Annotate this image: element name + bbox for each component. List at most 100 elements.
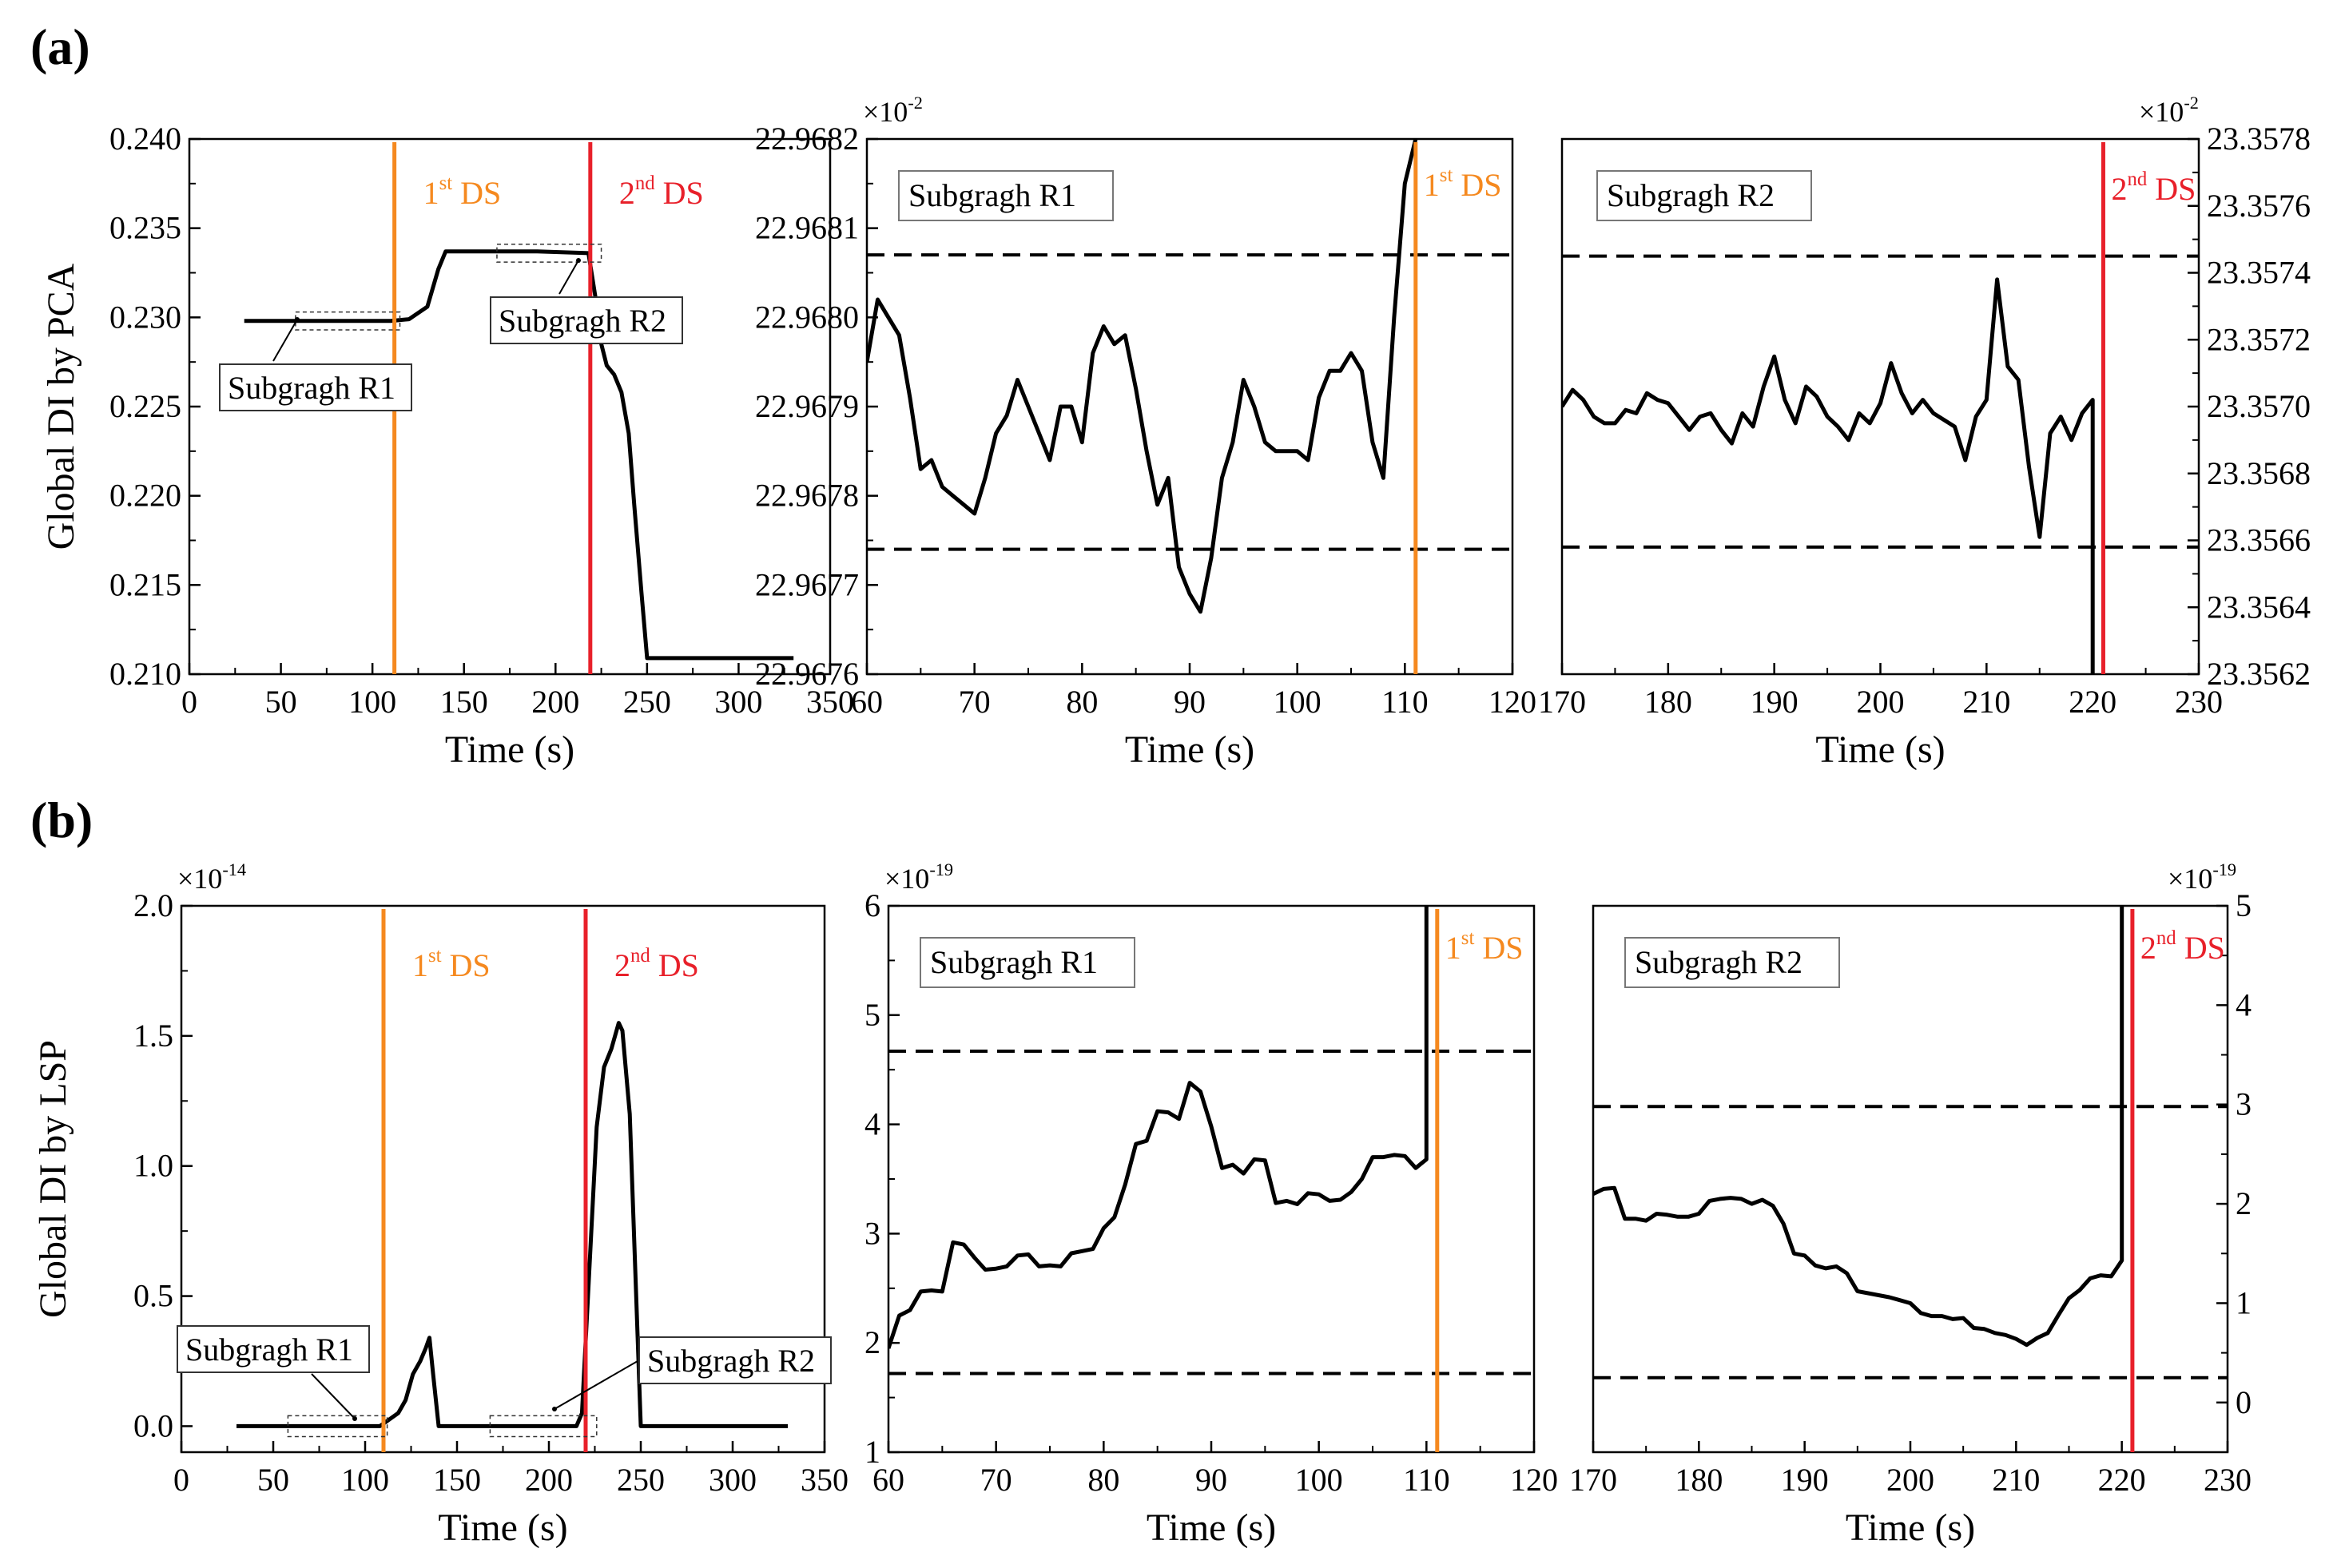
y-tick-label: 2 xyxy=(2236,1185,2252,1221)
x-axis-label: Time (s) xyxy=(445,728,574,771)
y-tick-label: 23.3570 xyxy=(2207,388,2311,424)
subgraph-region-box xyxy=(496,244,602,263)
y-tick-label: 23.3578 xyxy=(2207,121,2311,157)
ds-label-base: 1 xyxy=(1445,930,1461,966)
subgraph-region-box xyxy=(295,311,401,331)
subgraph-title-box xyxy=(1596,170,1812,221)
x-tick-label: 190 xyxy=(1781,1462,1829,1498)
y-tick-label: 0.240 xyxy=(109,121,181,157)
ds-label-base: 2 xyxy=(2140,930,2156,966)
subgraph-callout-label: Subgragh R2 xyxy=(647,1343,815,1379)
y-tick-label: 0.230 xyxy=(109,299,181,335)
x-tick-label: 350 xyxy=(806,684,854,720)
subgraph-title: Subgragh R2 xyxy=(1607,177,1775,213)
ds-label: 2nd DS xyxy=(2111,169,2196,207)
y-tick-label: 22.9680 xyxy=(755,299,859,335)
x-tick-label: 0 xyxy=(181,684,197,720)
data-series-line xyxy=(236,1021,788,1428)
subgraph-callout-arrow xyxy=(272,319,298,362)
subgraph-title: Subgragh R1 xyxy=(930,944,1098,980)
x-axis-label: Time (s) xyxy=(1846,1506,1975,1549)
ds-label-tail: DS xyxy=(655,175,704,211)
x-tick-label: 170 xyxy=(1538,684,1586,720)
axis-exponent-base: ×10 xyxy=(2168,863,2212,895)
axis-exponent: ×10-14 xyxy=(177,859,246,895)
subgraph-title-box xyxy=(898,170,1114,221)
subgraph-callout-label: Subgragh R2 xyxy=(499,303,666,339)
chart-a-main: 0 50 100 150 200 250 300 350 0.210 0.215 0.220 0.22… xyxy=(40,121,854,771)
y-tick-label: 6 xyxy=(864,887,880,923)
ds-label-sup: st xyxy=(439,173,453,194)
ds-label-base: 2 xyxy=(614,947,630,983)
x-tick-label: 230 xyxy=(2204,1462,2252,1498)
x-tick-label: 80 xyxy=(1087,1462,1119,1498)
x-tick-label: 220 xyxy=(2069,684,2116,720)
y-tick-label: 23.3572 xyxy=(2207,321,2311,357)
ds-label-sup: nd xyxy=(630,945,650,967)
subgraph-title-box xyxy=(1624,937,1840,988)
subgraph-callout-box xyxy=(490,296,683,344)
x-tick-label: 150 xyxy=(433,1462,481,1498)
y-tick-label: 2 xyxy=(864,1324,880,1360)
axis-exponent-base: ×10 xyxy=(884,863,929,895)
ds-label-tail: DS xyxy=(1474,930,1523,966)
ds-label: 1st DS xyxy=(412,945,491,983)
ds-label-sup: st xyxy=(1461,927,1475,949)
ds-label: 1st DS xyxy=(1424,165,1502,203)
x-tick-label: 90 xyxy=(1195,1462,1227,1498)
x-tick-label: 120 xyxy=(1510,1462,1558,1498)
ds-label-tail: DS xyxy=(1453,167,1501,203)
ds-label-tail: DS xyxy=(452,175,501,211)
y-axis-label: Global DI by PCA xyxy=(40,263,82,550)
x-tick-label: 70 xyxy=(959,684,991,720)
ds-label-base: 1 xyxy=(1424,167,1440,203)
y-tick-label: 0.225 xyxy=(109,388,181,424)
ds-label: 1st DS xyxy=(423,173,502,211)
plots-layer: 0 50 100 150 200 250 300 3500.2100.2150.2200.22… xyxy=(32,93,2311,1549)
x-axis-label: Time (s) xyxy=(1815,728,1945,771)
x-tick-label: 220 xyxy=(2098,1462,2146,1498)
x-tick-label: 210 xyxy=(1962,684,2010,720)
x-tick-label: 50 xyxy=(257,1462,289,1498)
x-tick-label: 200 xyxy=(1886,1462,1934,1498)
x-tick-label: 110 xyxy=(1403,1462,1450,1498)
x-tick-label: 150 xyxy=(440,684,488,720)
x-tick-label: 70 xyxy=(980,1462,1012,1498)
x-tick-label: 230 xyxy=(2175,684,2223,720)
y-tick-label: 4 xyxy=(864,1106,880,1142)
subgraph-callout-arrowhead xyxy=(295,317,300,322)
axis-exponent-sup: -2 xyxy=(908,93,923,113)
y-tick-label: 0.220 xyxy=(109,478,181,514)
subgraph-callout-arrowhead xyxy=(352,1416,357,1421)
y-tick-label: 22.9676 xyxy=(755,656,859,692)
axis-exponent-base: ×10 xyxy=(177,863,222,895)
x-tick-label: 100 xyxy=(1295,1462,1343,1498)
ds-label-sup: st xyxy=(1440,165,1453,186)
axis-exponent-sup: -19 xyxy=(929,859,953,879)
ds-label-base: 1 xyxy=(423,175,439,211)
x-tick-label: 60 xyxy=(872,1462,904,1498)
ds-label: 2nd DS xyxy=(614,945,699,983)
x-tick-label: 200 xyxy=(525,1462,573,1498)
subgraph-callout-arrowhead xyxy=(576,258,581,263)
axis-exponent: ×10-2 xyxy=(2139,93,2199,128)
ds-label: 2nd DS xyxy=(2140,927,2225,966)
x-tick-label: 180 xyxy=(1675,1462,1723,1498)
ds-label-base: 2 xyxy=(619,175,635,211)
y-tick-label: 23.3566 xyxy=(2207,522,2311,558)
y-tick-label: 0.0 xyxy=(133,1407,173,1443)
axis-exponent: ×10-2 xyxy=(863,93,923,128)
axis-exponent-sup: -19 xyxy=(2212,859,2236,879)
y-tick-label: 3 xyxy=(2236,1086,2252,1122)
ds-label: 2nd DS xyxy=(619,173,704,211)
y-tick-label: 23.3564 xyxy=(2207,589,2311,625)
data-series-line xyxy=(867,139,1418,614)
panel-b-label: (b) xyxy=(30,792,93,848)
subgraph-title: Subgragh R1 xyxy=(908,177,1076,213)
subgraph-callout-label: Subgragh R1 xyxy=(228,370,395,406)
axis-exponent-base: ×10 xyxy=(2139,96,2184,128)
axis-exponent: ×10-19 xyxy=(2168,859,2236,895)
subgraph-callout-arrowhead xyxy=(552,1407,557,1411)
y-tick-label: 5 xyxy=(864,997,880,1033)
